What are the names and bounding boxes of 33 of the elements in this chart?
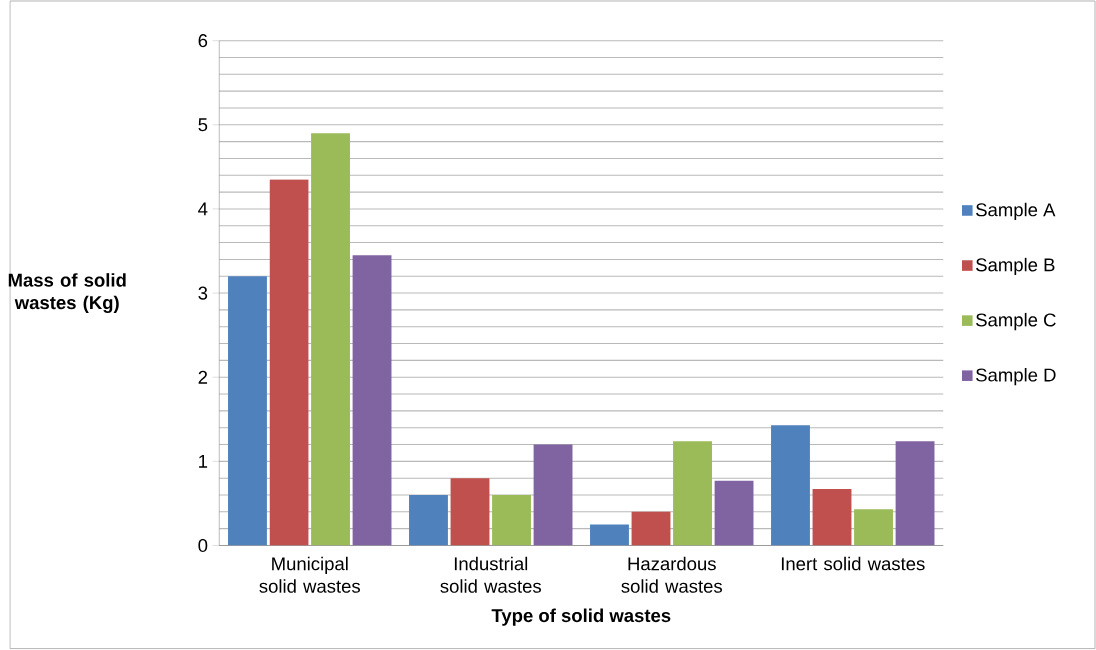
y-tick-label: 4 [198,202,208,216]
bar [228,276,267,546]
y-tick-label: 3 [198,286,208,300]
bar [352,255,392,546]
bar [311,133,350,546]
legend-label: Sample A [976,202,1056,221]
bar [450,478,490,546]
x-tick-label: Industrial solid wastes [440,556,542,594]
bar [673,441,712,546]
bar [771,425,810,546]
bar [409,495,448,546]
legend-label: Sample C [976,313,1056,331]
x-axis-title: Type of solid wastes [491,608,671,626]
bar [590,524,629,546]
bar [854,509,893,546]
x-tick-label: Hazardous solid wastes [621,556,723,594]
bar [492,495,531,546]
y-axis-title: Mass of solid wastes (Kg) [8,273,126,314]
bar [714,480,754,546]
bar [533,444,573,546]
bar [269,179,309,546]
x-tick-label: Inert solid wastes [781,556,925,571]
y-tick-label: 2 [198,370,208,384]
y-tick-label: 0 [198,539,208,553]
y-tick-label: 6 [198,34,208,48]
legend-label: Sample B [976,258,1055,276]
bar [895,441,935,546]
y-tick-label: 1 [199,455,208,468]
legend-label: Sample D [976,368,1056,386]
bar [631,512,671,546]
bar [812,489,852,546]
x-tick-label: Municipal solid wastes [259,556,361,594]
y-tick-label: 5 [198,118,208,132]
